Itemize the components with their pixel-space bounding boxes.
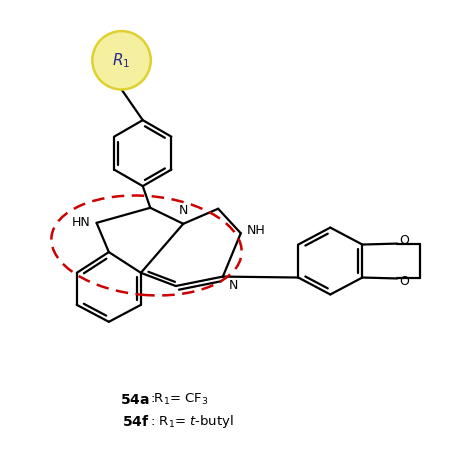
Text: O: O [399,275,409,288]
Text: $\mathbf{54f}$: $\mathbf{54f}$ [122,414,150,429]
Text: N: N [228,279,238,292]
Text: N: N [179,204,188,217]
Circle shape [92,31,151,90]
Text: NH: NH [246,224,265,237]
Text: $\mathbf{54a}$: $\mathbf{54a}$ [120,392,150,407]
Text: : R$_1$= $\it{t}$-butyl: : R$_1$= $\it{t}$-butyl [150,413,234,430]
Text: $R_1$: $R_1$ [112,51,131,70]
Text: :R$_1$= CF$_3$: :R$_1$= CF$_3$ [150,392,209,407]
Text: O: O [399,234,409,247]
Text: HN: HN [72,216,91,229]
